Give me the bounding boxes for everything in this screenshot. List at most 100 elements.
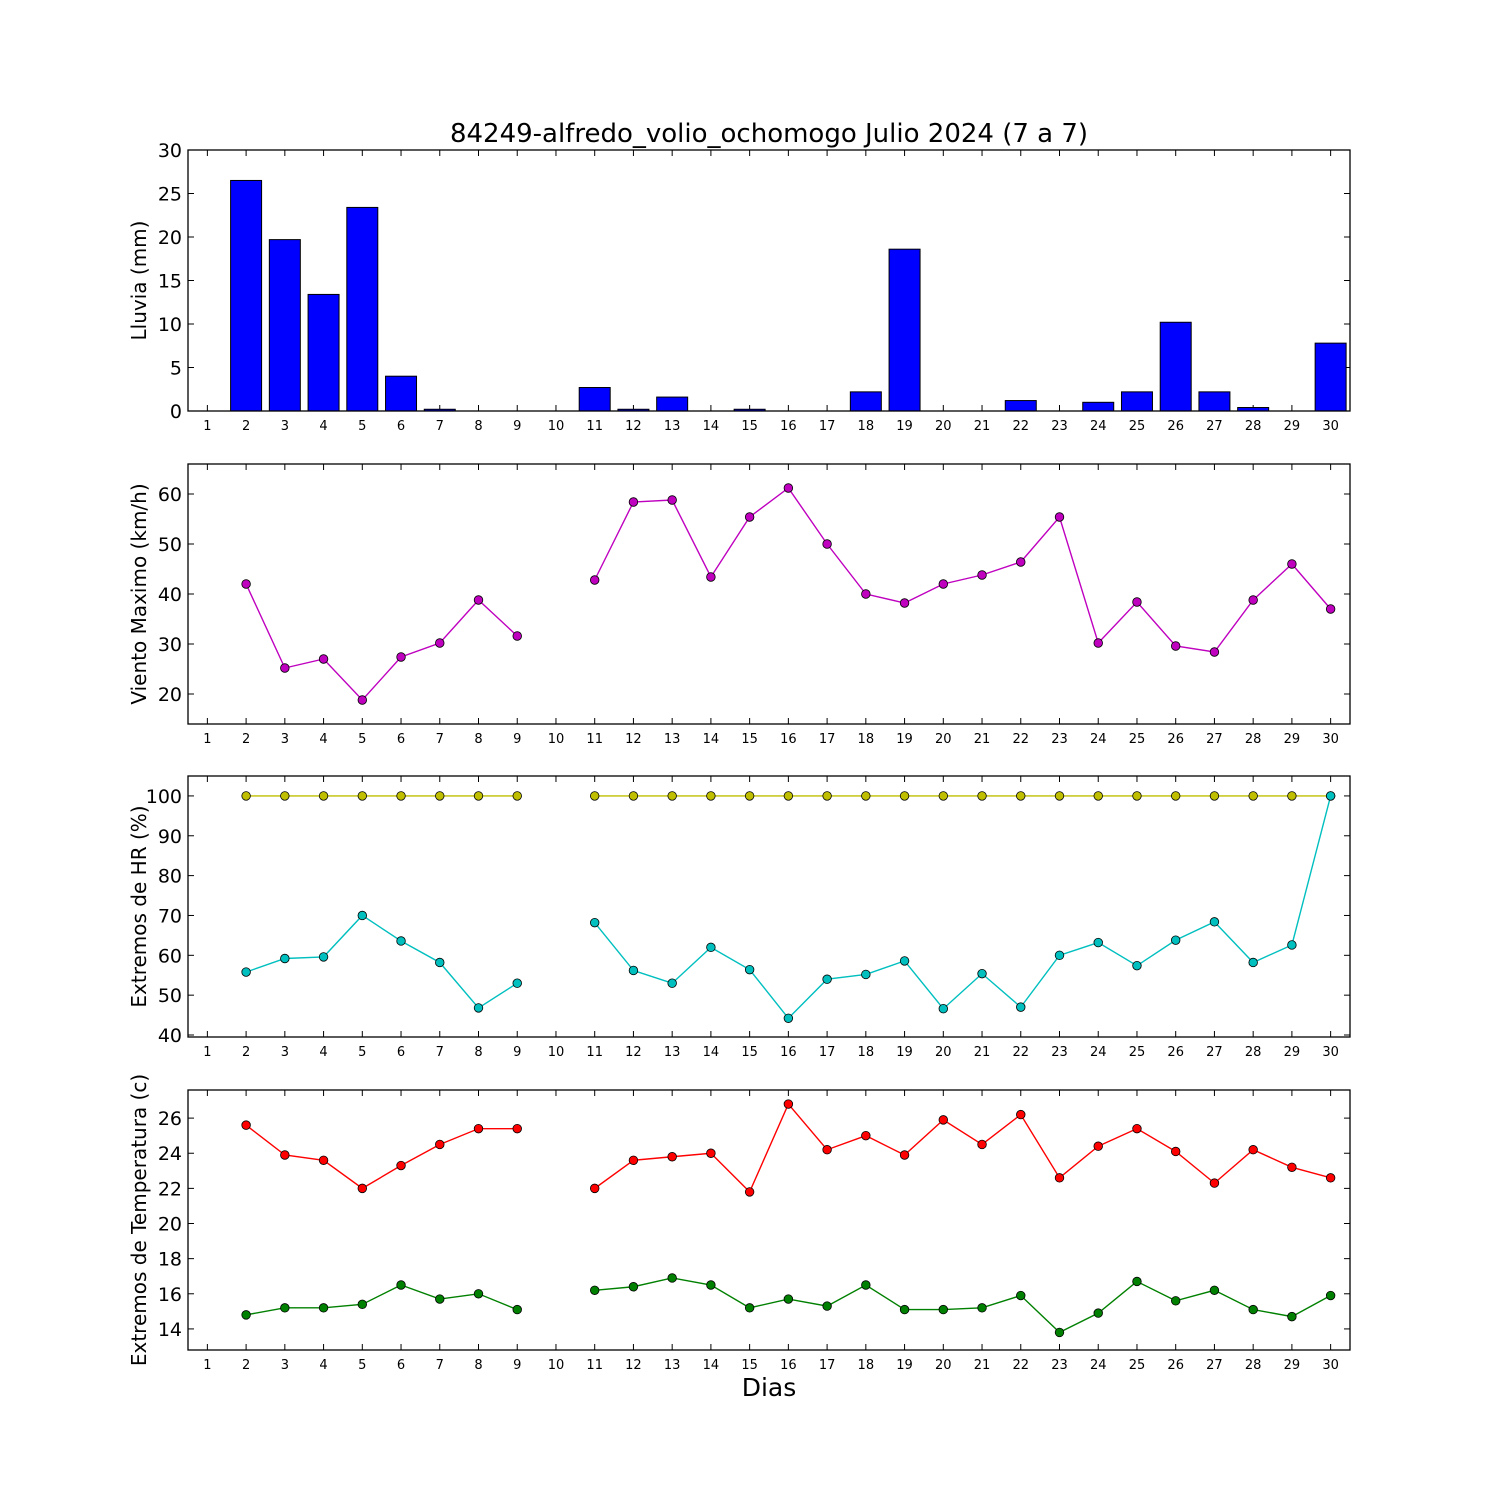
y-tick-label: 50 bbox=[158, 985, 182, 1007]
data-point bbox=[1248, 595, 1258, 605]
series-line bbox=[245, 1124, 518, 1190]
bar bbox=[307, 293, 340, 412]
data-point bbox=[899, 791, 910, 801]
data-point bbox=[667, 791, 677, 801]
data-point bbox=[822, 974, 832, 984]
data-point bbox=[783, 1013, 794, 1023]
data-point bbox=[512, 631, 522, 641]
series-line bbox=[594, 1102, 1331, 1194]
x-tick-label: 14 bbox=[703, 1045, 720, 1060]
y-tick-label: 20 bbox=[158, 227, 182, 249]
y-tick-label: 26 bbox=[158, 1108, 182, 1130]
data-point bbox=[241, 791, 251, 801]
series-line bbox=[245, 583, 518, 702]
y-tick-label: 0 bbox=[170, 401, 182, 423]
data-point bbox=[744, 1187, 755, 1197]
bar bbox=[1198, 391, 1231, 412]
x-tick-label: 25 bbox=[1129, 1045, 1146, 1060]
x-tick-label: 28 bbox=[1245, 419, 1262, 434]
data-point bbox=[938, 579, 949, 589]
x-tick-label: 22 bbox=[1012, 419, 1029, 434]
data-point bbox=[280, 1303, 290, 1313]
data-point bbox=[977, 570, 987, 580]
data-point bbox=[628, 965, 639, 976]
x-tick-label: 13 bbox=[664, 419, 681, 434]
data-point bbox=[1209, 1178, 1220, 1188]
data-point bbox=[512, 978, 522, 988]
y-tick-label: 24 bbox=[158, 1143, 182, 1165]
data-point bbox=[1054, 950, 1065, 961]
x-tick-label: 9 bbox=[513, 732, 521, 747]
x-tick-label: 27 bbox=[1206, 419, 1223, 434]
x-tick-label: 19 bbox=[896, 1358, 913, 1373]
x-tick-label: 13 bbox=[664, 1358, 681, 1373]
data-point bbox=[706, 1148, 716, 1158]
data-point bbox=[280, 1150, 290, 1160]
x-tick-label: 10 bbox=[548, 1045, 565, 1060]
data-point bbox=[1287, 1162, 1297, 1172]
y-tick-label: 90 bbox=[158, 826, 182, 848]
axes-frame bbox=[187, 1089, 1351, 1351]
data-point bbox=[435, 1139, 445, 1150]
x-tick-label: 5 bbox=[358, 1358, 366, 1373]
y-tick-label: 50 bbox=[158, 534, 182, 556]
bar bbox=[888, 248, 921, 412]
x-tick-label: 26 bbox=[1167, 1358, 1184, 1373]
x-tick-label: 8 bbox=[474, 732, 482, 747]
data-point bbox=[280, 791, 290, 801]
data-point bbox=[473, 1289, 484, 1299]
x-tick-label: 27 bbox=[1206, 1045, 1223, 1060]
data-point bbox=[1016, 1290, 1026, 1301]
data-point bbox=[357, 910, 368, 921]
x-tick-label: 28 bbox=[1245, 732, 1262, 747]
x-tick-label: 20 bbox=[935, 1045, 952, 1060]
data-point bbox=[1093, 1141, 1103, 1151]
plot-area bbox=[241, 791, 1336, 1023]
x-tick-label: 24 bbox=[1090, 1358, 1107, 1373]
data-point bbox=[435, 638, 445, 648]
x-tick-label: 22 bbox=[1012, 1045, 1029, 1060]
x-tick-label: 27 bbox=[1206, 1358, 1223, 1373]
x-tick-label: 9 bbox=[513, 1358, 521, 1373]
x-tick-label: 3 bbox=[281, 1358, 289, 1373]
x-tick-label: 26 bbox=[1167, 1045, 1184, 1060]
y-tick-label: 100 bbox=[146, 786, 182, 808]
data-point bbox=[1209, 647, 1220, 657]
data-point bbox=[1325, 1290, 1336, 1301]
x-tick-label: 17 bbox=[819, 419, 836, 434]
bar bbox=[656, 396, 689, 412]
x-tick-label: 2 bbox=[242, 1045, 250, 1060]
x-tick-label: 25 bbox=[1129, 419, 1146, 434]
series-line bbox=[594, 795, 1332, 1020]
bar bbox=[1159, 321, 1192, 412]
x-tick-label: 10 bbox=[548, 1358, 565, 1373]
x-tick-label: 7 bbox=[436, 1045, 444, 1060]
data-point bbox=[706, 1280, 716, 1290]
x-tick-label: 24 bbox=[1090, 419, 1107, 434]
y-tick-label: 18 bbox=[158, 1249, 182, 1271]
x-tick-label: 12 bbox=[625, 732, 642, 747]
bar bbox=[268, 239, 301, 412]
data-point bbox=[822, 539, 832, 549]
data-point bbox=[280, 953, 290, 964]
x-tick-label: 18 bbox=[858, 732, 875, 747]
x-tick-label: 23 bbox=[1051, 1045, 1068, 1060]
x-tick-label: 24 bbox=[1090, 1045, 1107, 1060]
x-tick-label: 2 bbox=[242, 1358, 250, 1373]
data-point bbox=[899, 1150, 910, 1160]
bar bbox=[230, 179, 263, 412]
data-point bbox=[473, 1003, 484, 1013]
data-point bbox=[861, 589, 871, 599]
x-tick-label: 11 bbox=[586, 419, 603, 434]
data-point bbox=[1287, 559, 1297, 569]
x-tick-label: 7 bbox=[436, 419, 444, 434]
data-point bbox=[706, 791, 716, 801]
axes-frame bbox=[187, 463, 1351, 725]
x-tick-label: 4 bbox=[319, 1358, 327, 1373]
x-tick-label: 22 bbox=[1012, 1358, 1029, 1373]
x-tick-label: 15 bbox=[741, 1045, 758, 1060]
x-axis-label: Dias bbox=[742, 1373, 797, 1402]
